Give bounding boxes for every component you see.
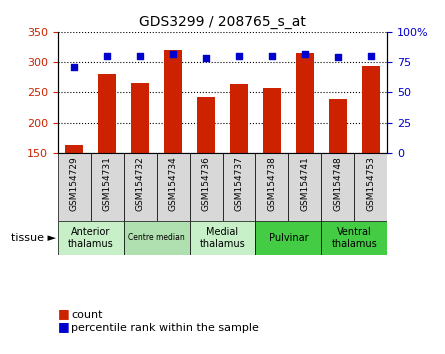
Bar [354,153,387,221]
Point [137,53,144,59]
Point [104,53,111,59]
Text: GSM154753: GSM154753 [366,156,375,211]
Point [367,53,374,59]
Bar [190,153,222,221]
Text: count: count [71,310,103,320]
Text: GSM154738: GSM154738 [267,156,276,211]
Bar [255,221,321,255]
Bar [197,97,215,153]
Bar [58,221,124,255]
Bar [362,66,380,153]
Text: GSM154748: GSM154748 [333,156,342,211]
Bar [65,145,83,153]
Bar [255,153,288,221]
Bar [321,153,354,221]
Point [268,53,275,59]
Text: GSM154731: GSM154731 [103,156,112,211]
Text: ■: ■ [58,307,69,320]
Bar [329,99,347,153]
Text: ■: ■ [58,320,69,333]
Text: GSM154736: GSM154736 [202,156,210,211]
Bar [98,74,116,153]
Text: percentile rank within the sample: percentile rank within the sample [71,323,259,333]
Bar [164,50,182,153]
Text: GSM154737: GSM154737 [235,156,243,211]
Point [71,64,78,70]
Bar [230,85,248,153]
Text: GSM154729: GSM154729 [70,156,79,211]
Text: Centre median: Centre median [128,233,185,242]
Text: Anterior
thalamus: Anterior thalamus [68,227,113,249]
Bar [91,153,124,221]
Bar [263,88,281,153]
Text: Medial
thalamus: Medial thalamus [200,227,245,249]
Text: GSM154732: GSM154732 [136,156,145,211]
Text: tissue ►: tissue ► [11,233,56,243]
Bar [124,153,157,221]
Bar [58,153,91,221]
Point [202,56,210,61]
Bar [321,221,387,255]
Bar [288,153,321,221]
Bar [124,221,190,255]
Point [301,51,308,57]
Text: GSM154741: GSM154741 [300,156,309,211]
Point [334,55,341,60]
Text: Ventral
thalamus: Ventral thalamus [332,227,377,249]
Bar [296,53,314,153]
Text: Pulvinar: Pulvinar [268,233,308,243]
Point [170,51,177,57]
Bar [190,221,255,255]
Bar [131,83,149,153]
Title: GDS3299 / 208765_s_at: GDS3299 / 208765_s_at [139,16,306,29]
Bar [222,153,255,221]
Point [235,53,243,59]
Bar [157,153,190,221]
Text: GSM154734: GSM154734 [169,156,178,211]
